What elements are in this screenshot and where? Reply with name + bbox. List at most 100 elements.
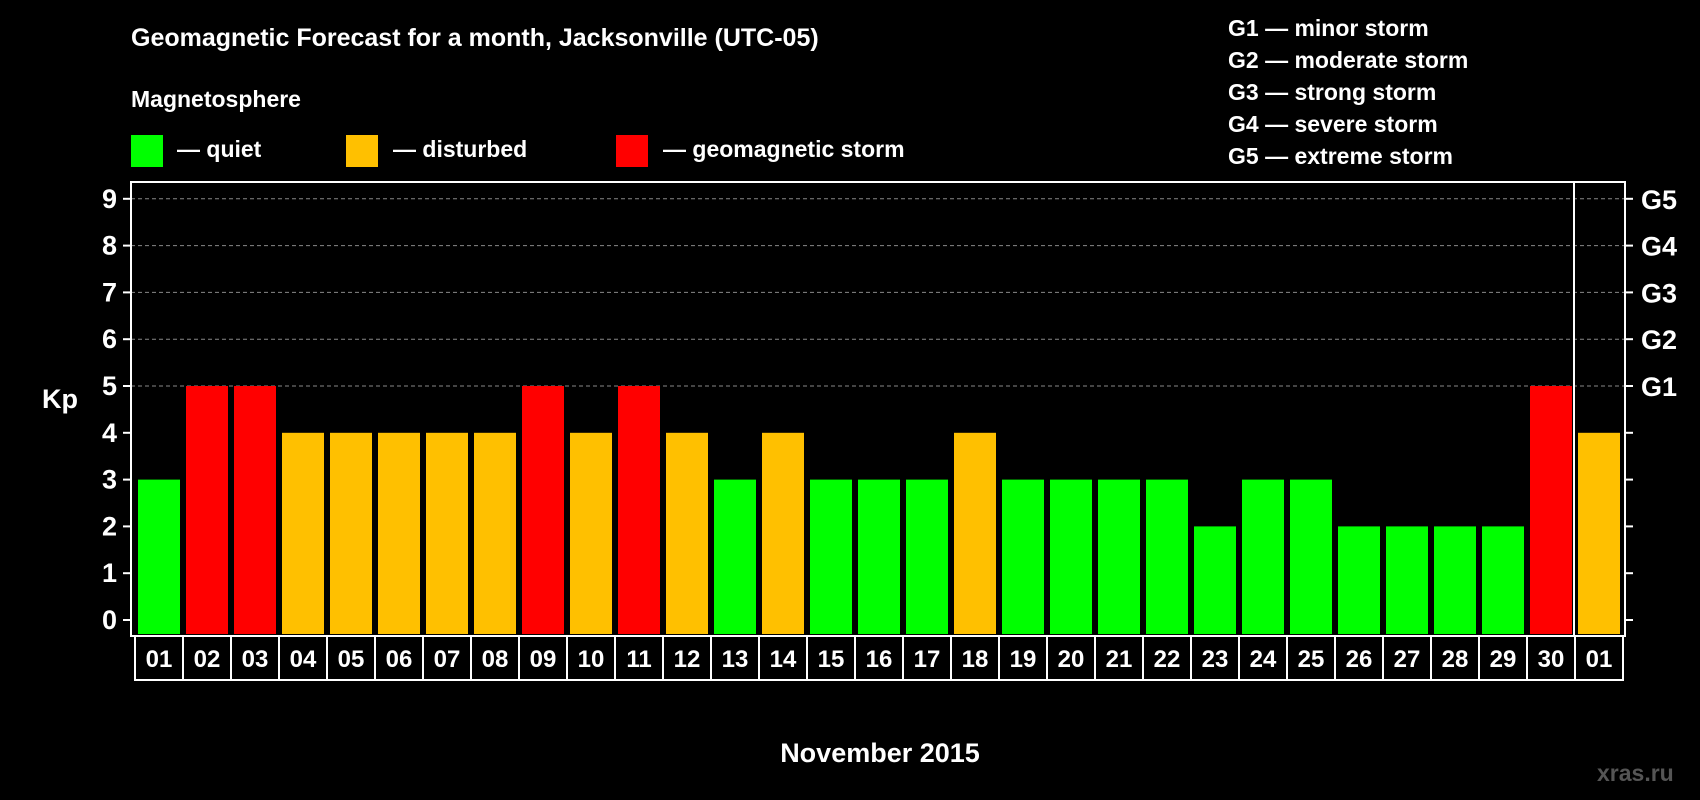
date-cell [1478,635,1528,681]
date-cell [806,635,856,681]
g-tick-label: G4 [1641,232,1677,262]
date-label: 16 [866,646,893,673]
date-label: 11 [626,646,651,673]
date-cell [662,635,712,681]
bar-22 [1146,479,1188,634]
y-tick-label: 4 [102,418,117,448]
bar-18 [954,432,996,634]
bar-28 [1434,526,1476,634]
date-cell [902,635,952,681]
legend-label-disturbed: — disturbed [393,136,528,162]
bar-8 [474,432,516,634]
legend-heading: Magnetosphere [131,86,301,112]
bar-27 [1386,526,1428,634]
bar-11 [618,386,660,634]
date-label: 01 [1586,646,1613,673]
date-cell [326,635,376,681]
bar-16 [858,479,900,634]
date-cell [134,635,184,681]
bar-13 [714,479,756,634]
date-label: 01 [146,646,173,673]
date-label: 27 [1394,646,1421,673]
date-cell [566,635,616,681]
y-tick-label: 7 [102,277,117,307]
y-tick-label: 5 [102,371,117,401]
date-label: 28 [1442,646,1469,673]
bar-7 [426,432,468,634]
date-cell [1382,635,1432,681]
bar-26 [1338,526,1380,634]
date-cell [518,635,568,681]
date-label: 13 [722,646,749,673]
date-label: 04 [290,646,317,673]
bar-15 [810,479,852,634]
date-cell [422,635,472,681]
date-label: 02 [194,646,221,673]
legend-label-storm: — geomagnetic storm [663,136,905,162]
g-scale-g2: G2 — moderate storm [1228,47,1469,73]
date-label: 05 [338,646,365,673]
bar-30 [1530,386,1572,634]
bar-9 [522,386,564,634]
y-tick-label: 0 [102,605,117,635]
date-label: 23 [1202,646,1229,673]
g-tick-label: G1 [1641,372,1677,402]
y-tick-label: 2 [102,511,117,541]
date-cell [1190,635,1240,681]
y-tick-label: 1 [102,558,117,588]
date-cell [1430,635,1480,681]
date-cell [278,635,328,681]
date-cell [1334,635,1384,681]
bar-29 [1482,526,1524,634]
g-tick-label: G3 [1641,278,1677,308]
y-tick-label: 6 [102,324,117,354]
bar-12 [666,432,708,634]
bar-25 [1290,479,1332,634]
date-label: 06 [386,646,413,673]
bar-10 [570,432,612,634]
date-cell [998,635,1048,681]
bar-6 [378,432,420,634]
date-cell [1574,635,1624,681]
y-tick-label: 3 [102,465,117,495]
g-scale-g3: G3 — strong storm [1228,79,1437,105]
bar-5 [330,432,372,634]
chart-title: Geomagnetic Forecast for a month, Jackso… [131,24,819,52]
date-label: 09 [530,646,557,673]
bar-20 [1050,479,1092,634]
date-cell [1286,635,1336,681]
date-label: 07 [434,646,461,673]
bar-3 [234,386,276,634]
date-label: 20 [1058,646,1085,673]
g-scale-g4: G4 — severe storm [1228,111,1438,137]
date-label: 17 [914,646,941,673]
date-label: 21 [1106,646,1133,673]
date-label: 29 [1490,646,1517,673]
g-scale-g1: G1 — minor storm [1228,15,1429,41]
bar-17 [906,479,948,634]
g-scale-g5: G5 — extreme storm [1228,143,1453,169]
date-cell [1238,635,1288,681]
bar-1 [138,479,180,634]
bar-14 [762,432,804,634]
date-cell [470,635,520,681]
date-label: 15 [818,646,845,673]
bar-21 [1098,479,1140,634]
bar-23 [1194,526,1236,634]
y-tick-label: 9 [102,184,117,214]
date-cell [1526,635,1576,681]
legend-label-quiet: — quiet [177,136,262,162]
date-label: 25 [1298,646,1325,673]
bar-31 [1578,432,1620,634]
x-axis-label: November 2015 [780,738,980,768]
date-label: 12 [674,646,701,673]
date-label: 03 [242,646,269,673]
date-cell [230,635,280,681]
date-label: 10 [578,646,605,673]
date-label: 18 [962,646,989,673]
date-label: 30 [1538,646,1565,673]
bar-2 [186,386,228,634]
date-cell [950,635,1000,681]
